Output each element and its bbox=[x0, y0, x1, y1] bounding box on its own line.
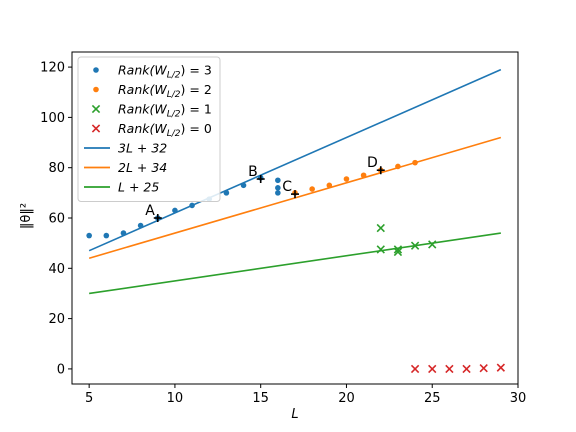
legend-entry-line-3: L + 25 bbox=[84, 180, 159, 195]
legend-marker-3 bbox=[91, 104, 101, 114]
legend-label-4: Rank(WL/2) = 0 bbox=[118, 121, 212, 139]
data-point-s4-6 bbox=[496, 363, 506, 372]
data-point-s4-2 bbox=[428, 364, 437, 374]
annotation-label-d: D bbox=[367, 155, 378, 171]
data-point-s2-5 bbox=[360, 172, 367, 179]
legend-label-3: Rank(WL/2) = 1 bbox=[118, 102, 212, 120]
annotation-marker-d bbox=[376, 166, 385, 175]
ticks: 5 10 15 20 25 30 0 20 40 60 80 100 120 bbox=[40, 61, 526, 406]
x-tick-label-20: 20 bbox=[338, 391, 355, 406]
data-point-s3-5 bbox=[410, 241, 420, 250]
data-point-s1-4 bbox=[137, 222, 144, 229]
y-tick-label-100: 100 bbox=[40, 111, 65, 126]
data-point-s1-3 bbox=[120, 230, 127, 236]
annotation-label-b: B bbox=[248, 164, 258, 180]
data-point-s1-6 bbox=[172, 207, 178, 214]
legend-entry-2: Rank(WL/2) = 2 bbox=[93, 82, 212, 100]
data-point-s1-7 bbox=[189, 202, 195, 209]
x-tick-label-25: 25 bbox=[424, 391, 441, 406]
legend-line-label-1: 3L + 32 bbox=[118, 141, 167, 156]
y-tick-label-40: 40 bbox=[48, 262, 65, 277]
data-point-s3-4 bbox=[393, 245, 403, 254]
y-tick-label-20: 20 bbox=[48, 312, 65, 327]
y-tick-label-60: 60 bbox=[48, 212, 65, 227]
plot-marks bbox=[86, 68, 506, 374]
legend-label-2: Rank(WL/2) = 2 bbox=[118, 82, 212, 100]
data-point-s1-9 bbox=[223, 190, 230, 196]
data-point-s4-5 bbox=[479, 363, 488, 373]
data-point-s3-1 bbox=[376, 223, 385, 233]
data-point-s3-3 bbox=[393, 247, 403, 257]
annotations: A B C D bbox=[145, 155, 385, 222]
data-point-s4-1 bbox=[410, 364, 420, 374]
data-point-s4-3 bbox=[445, 364, 454, 374]
data-point-s2-7 bbox=[395, 163, 401, 170]
legend-marker-4 bbox=[91, 124, 101, 133]
data-point-s1-13 bbox=[275, 190, 281, 196]
annotation-label-a: A bbox=[145, 203, 155, 219]
data-point-s2-3 bbox=[326, 182, 333, 189]
data-point-s2-2 bbox=[309, 186, 315, 192]
y-tick-label-0: 0 bbox=[57, 362, 65, 377]
data-point-s2-4 bbox=[343, 176, 350, 182]
data-point-s2-8 bbox=[412, 159, 418, 166]
legend-box bbox=[77, 56, 221, 202]
y-tick-label-120: 120 bbox=[40, 61, 65, 76]
data-point-s1-12 bbox=[275, 185, 281, 191]
data-point-s1-1 bbox=[86, 232, 92, 239]
legend-line-label-2: 2L + 34 bbox=[118, 160, 167, 175]
legend-entry-1: Rank(WL/2) = 3 bbox=[93, 63, 212, 81]
data-point-s1-2 bbox=[103, 232, 110, 239]
data-point-s3-2 bbox=[376, 245, 385, 254]
legend-line-label-3: L + 25 bbox=[118, 180, 159, 195]
x-tick-label-30: 30 bbox=[510, 391, 527, 406]
data-point-s1-10 bbox=[240, 182, 247, 189]
annotation-marker-c bbox=[291, 190, 299, 199]
fit-line-3 bbox=[89, 232, 501, 295]
legend-entry-line-2: 2L + 34 bbox=[84, 160, 167, 175]
y-axis-label: ‖θ‖² bbox=[19, 203, 34, 229]
data-point-s1-14 bbox=[275, 177, 281, 184]
x-tick-label-5: 5 bbox=[85, 391, 93, 406]
x-tick-label-15: 15 bbox=[252, 391, 269, 406]
data-point-s3-6 bbox=[428, 240, 437, 249]
x-tick-label-10: 10 bbox=[167, 391, 184, 406]
legend-entry-3: Rank(WL/2) = 1 bbox=[91, 102, 212, 120]
legend-entry-line-1: 3L + 32 bbox=[84, 141, 167, 156]
annotation-label-c: C bbox=[282, 179, 292, 195]
y-tick-label-80: 80 bbox=[48, 161, 65, 176]
legend-marker-2 bbox=[93, 86, 99, 93]
annotation-marker-b bbox=[256, 175, 265, 184]
data-point-s4-4 bbox=[462, 364, 471, 374]
legend-label-1: Rank(WL/2) = 3 bbox=[118, 63, 212, 81]
x-axis-label: L bbox=[291, 407, 298, 422]
legend-marker-1 bbox=[93, 67, 99, 73]
annotation-marker-a bbox=[153, 214, 162, 222]
legend-entry-4: Rank(WL/2) = 0 bbox=[91, 121, 212, 139]
